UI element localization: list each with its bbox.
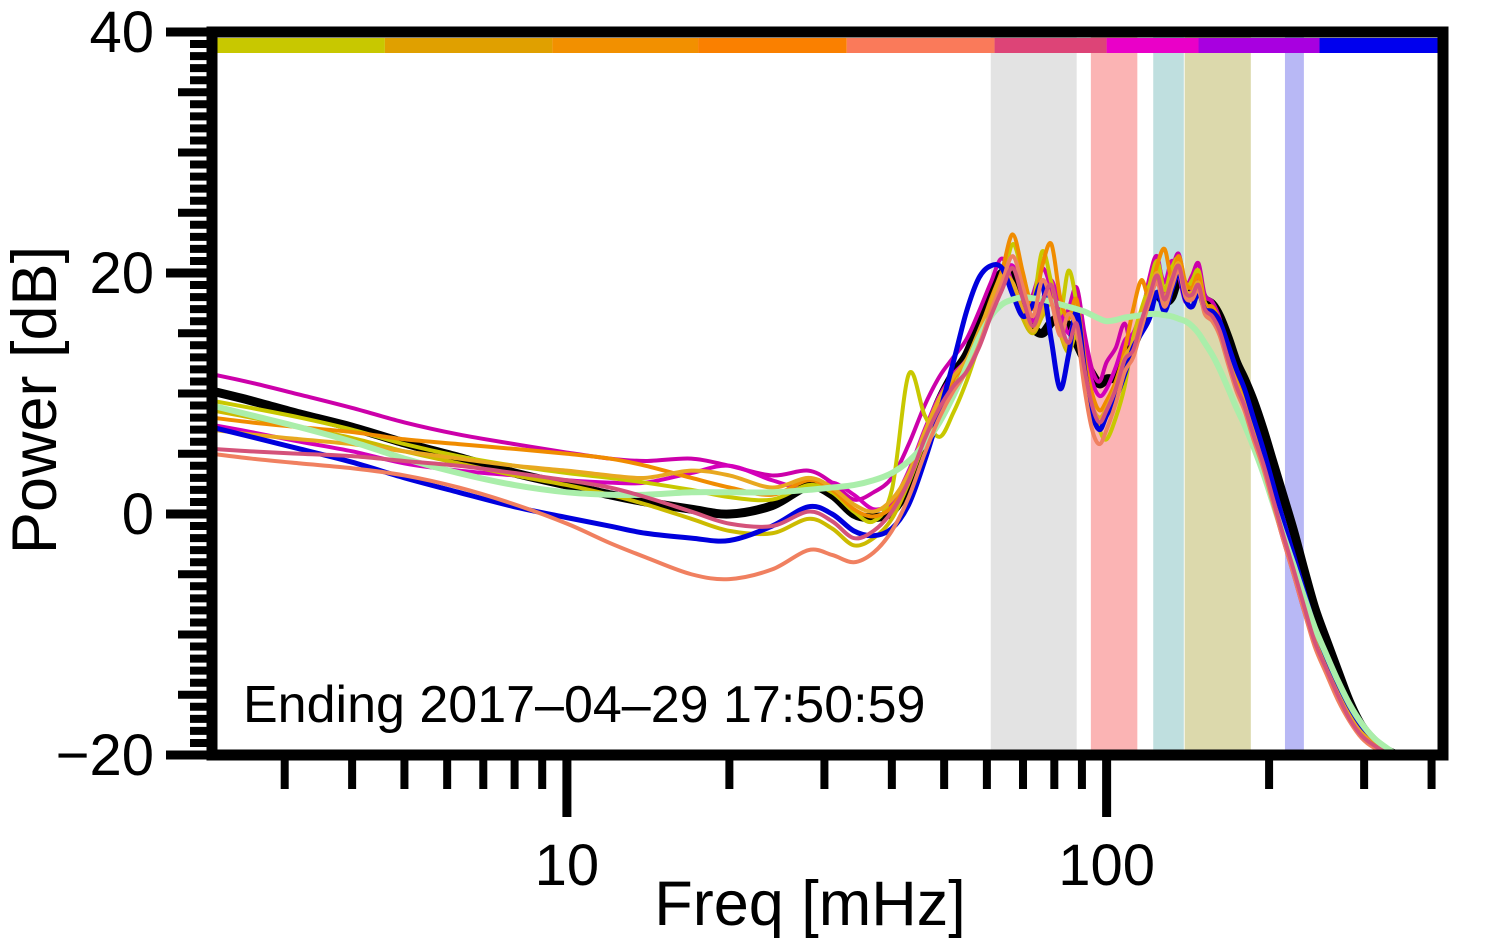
axes-frame xyxy=(206,26,1449,761)
y-tick-label-20: 20 xyxy=(89,241,154,306)
band-lavender xyxy=(1284,32,1304,755)
colorbar-seg-5 xyxy=(846,38,995,53)
colorbar-seg-1 xyxy=(212,38,385,53)
colorbar-seg-2 xyxy=(384,38,553,53)
colorbar-seg-7 xyxy=(1106,38,1199,53)
colorbar-group xyxy=(212,38,1443,53)
shaded-bands-group xyxy=(990,32,1304,755)
colorbar-seg-3 xyxy=(552,38,699,53)
ending-timestamp-annotation: Ending 2017‒04‒29 17:50:59 xyxy=(243,676,925,734)
colorbar-seg-9 xyxy=(1319,38,1443,53)
y-tick-label-0: 0 xyxy=(122,482,154,547)
series-group xyxy=(212,232,1402,755)
colorbar-seg-8 xyxy=(1198,38,1320,53)
tick-labels-group: −20 0 20 40 10 100 xyxy=(56,0,1155,898)
y-axis-label: Power [dB] xyxy=(0,246,70,554)
colorbar-seg-6 xyxy=(994,38,1107,53)
x-tick-label-100: 100 xyxy=(1058,833,1155,898)
y-tick-label--20: −20 xyxy=(56,723,154,788)
band-teal xyxy=(1153,32,1184,755)
colorbar-seg-4 xyxy=(698,38,847,53)
x-axis-label: Freq [mHz] xyxy=(654,869,966,939)
band-gray xyxy=(990,32,1077,755)
series-trace-rose xyxy=(212,263,1399,755)
y-tick-label-40: 40 xyxy=(89,0,154,65)
x-tick-label-10: 10 xyxy=(535,833,600,898)
ticks-group xyxy=(166,27,1436,817)
plot-frame xyxy=(206,26,1449,761)
